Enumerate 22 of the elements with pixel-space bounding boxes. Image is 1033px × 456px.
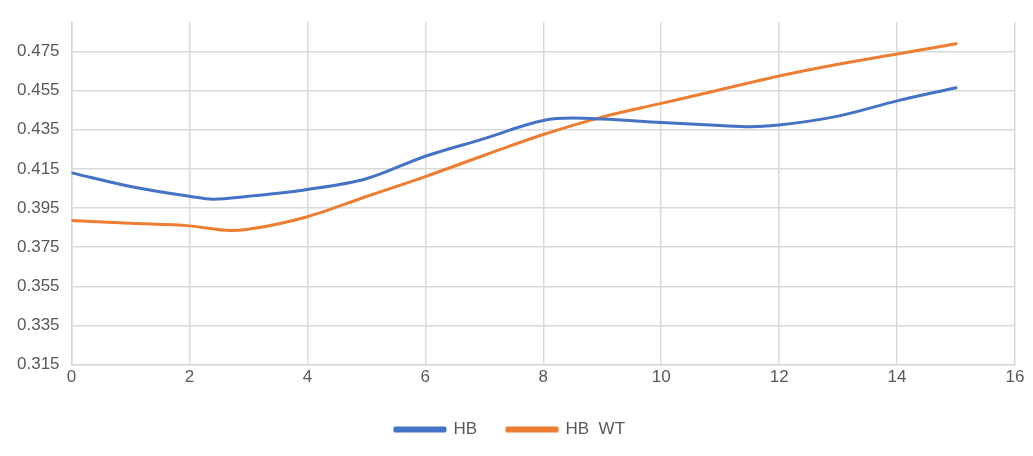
y-tick-label: 0.435 bbox=[16, 119, 60, 139]
x-tick-label: 0 bbox=[66, 367, 77, 387]
line-series bbox=[71, 42, 958, 233]
legend-label: HB bbox=[453, 419, 478, 439]
y-tick-label: 0.375 bbox=[16, 236, 60, 256]
x-tick-label: 6 bbox=[420, 367, 431, 387]
line-series bbox=[71, 86, 958, 201]
x-tick-label: 12 bbox=[769, 367, 789, 387]
y-tick-label: 0.475 bbox=[16, 41, 60, 61]
x-tick-label: 14 bbox=[887, 367, 907, 387]
x-tick-label: 8 bbox=[538, 367, 549, 387]
y-tick-label: 0.315 bbox=[16, 354, 60, 374]
x-tick-label: 10 bbox=[651, 367, 671, 387]
x-tick-label: 2 bbox=[184, 367, 195, 387]
y-tick-label: 0.335 bbox=[16, 315, 60, 335]
x-tick-label: 4 bbox=[302, 367, 313, 387]
legend-label: HB WT bbox=[565, 419, 626, 439]
y-tick-label: 0.455 bbox=[16, 80, 60, 100]
y-tick-label: 0.395 bbox=[16, 197, 60, 217]
y-tick-label: 0.355 bbox=[16, 276, 60, 296]
y-tick-label: 0.415 bbox=[16, 158, 60, 178]
x-tick-label: 16 bbox=[1005, 367, 1025, 387]
